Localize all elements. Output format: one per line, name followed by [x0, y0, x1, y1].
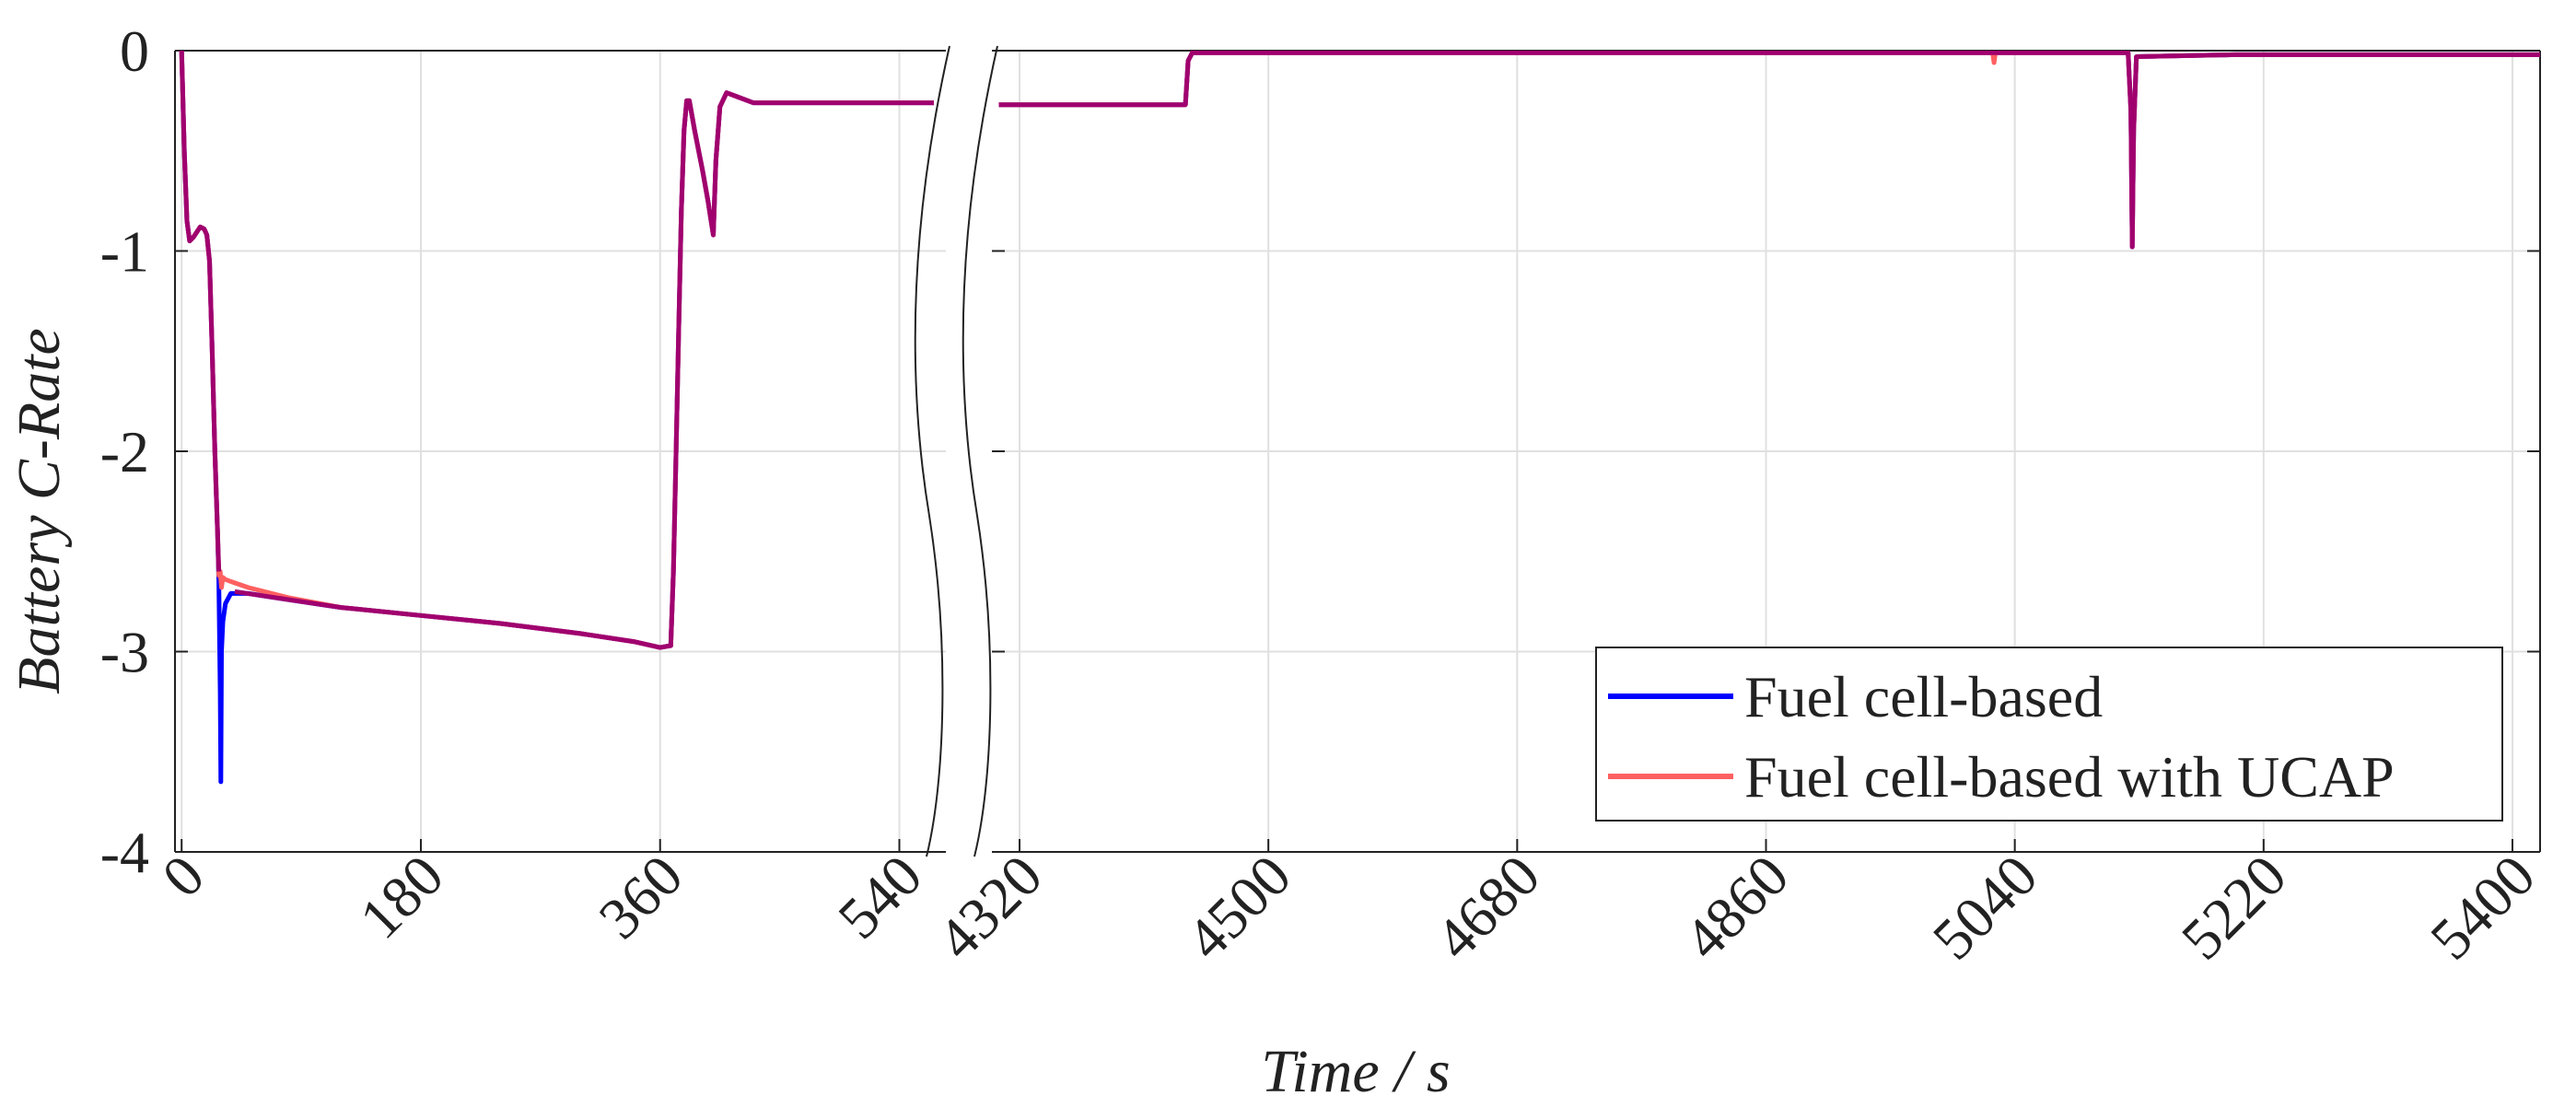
series-line-1: [998, 51, 2540, 250]
series-line-0: [998, 51, 2540, 250]
legend-label-fuel-cell-ucap: Fuel cell-based with UCAP: [1744, 744, 2395, 810]
x-tick-label: 5040: [1920, 843, 2050, 973]
legend: Fuel cell-based Fuel cell-based with UCA…: [1595, 647, 2503, 822]
y-tick-label: 0: [120, 18, 149, 84]
x-tick-label: 180: [347, 843, 456, 951]
x-tick-label: 360: [587, 843, 695, 951]
y-tick-label: -3: [100, 620, 149, 685]
x-tick-label: 5220: [2169, 843, 2299, 973]
x-tick-label: 4680: [1423, 843, 1553, 973]
series-line-2: [998, 51, 2540, 250]
legend-box: [1595, 647, 2503, 822]
axis-break-mark: [914, 45, 998, 857]
axis-break-curve-right: [962, 45, 998, 857]
series-line-1: [179, 51, 934, 650]
axis-break-curve-left: [914, 45, 950, 857]
y-tick-label: -4: [100, 820, 149, 885]
x-tick-label: 4500: [1173, 843, 1303, 973]
series-line-2: [234, 90, 934, 650]
x-tick-label: 4860: [1672, 843, 1801, 973]
series-lines: [179, 51, 2540, 785]
series-line-0: [179, 51, 934, 785]
x-tick-label: 540: [825, 843, 934, 951]
series-line-2: [179, 51, 222, 572]
legend-label-fuel-cell: Fuel cell-based: [1744, 664, 2103, 729]
x-tick-label: 5400: [2418, 843, 2547, 973]
y-axis-title: Battery C-Rate: [6, 328, 73, 694]
y-tick-label: -2: [100, 419, 149, 484]
y-tick-label: -1: [100, 219, 149, 285]
x-axis-title: Time / s: [1261, 1038, 1450, 1105]
x-tick-label: 4320: [925, 843, 1055, 973]
